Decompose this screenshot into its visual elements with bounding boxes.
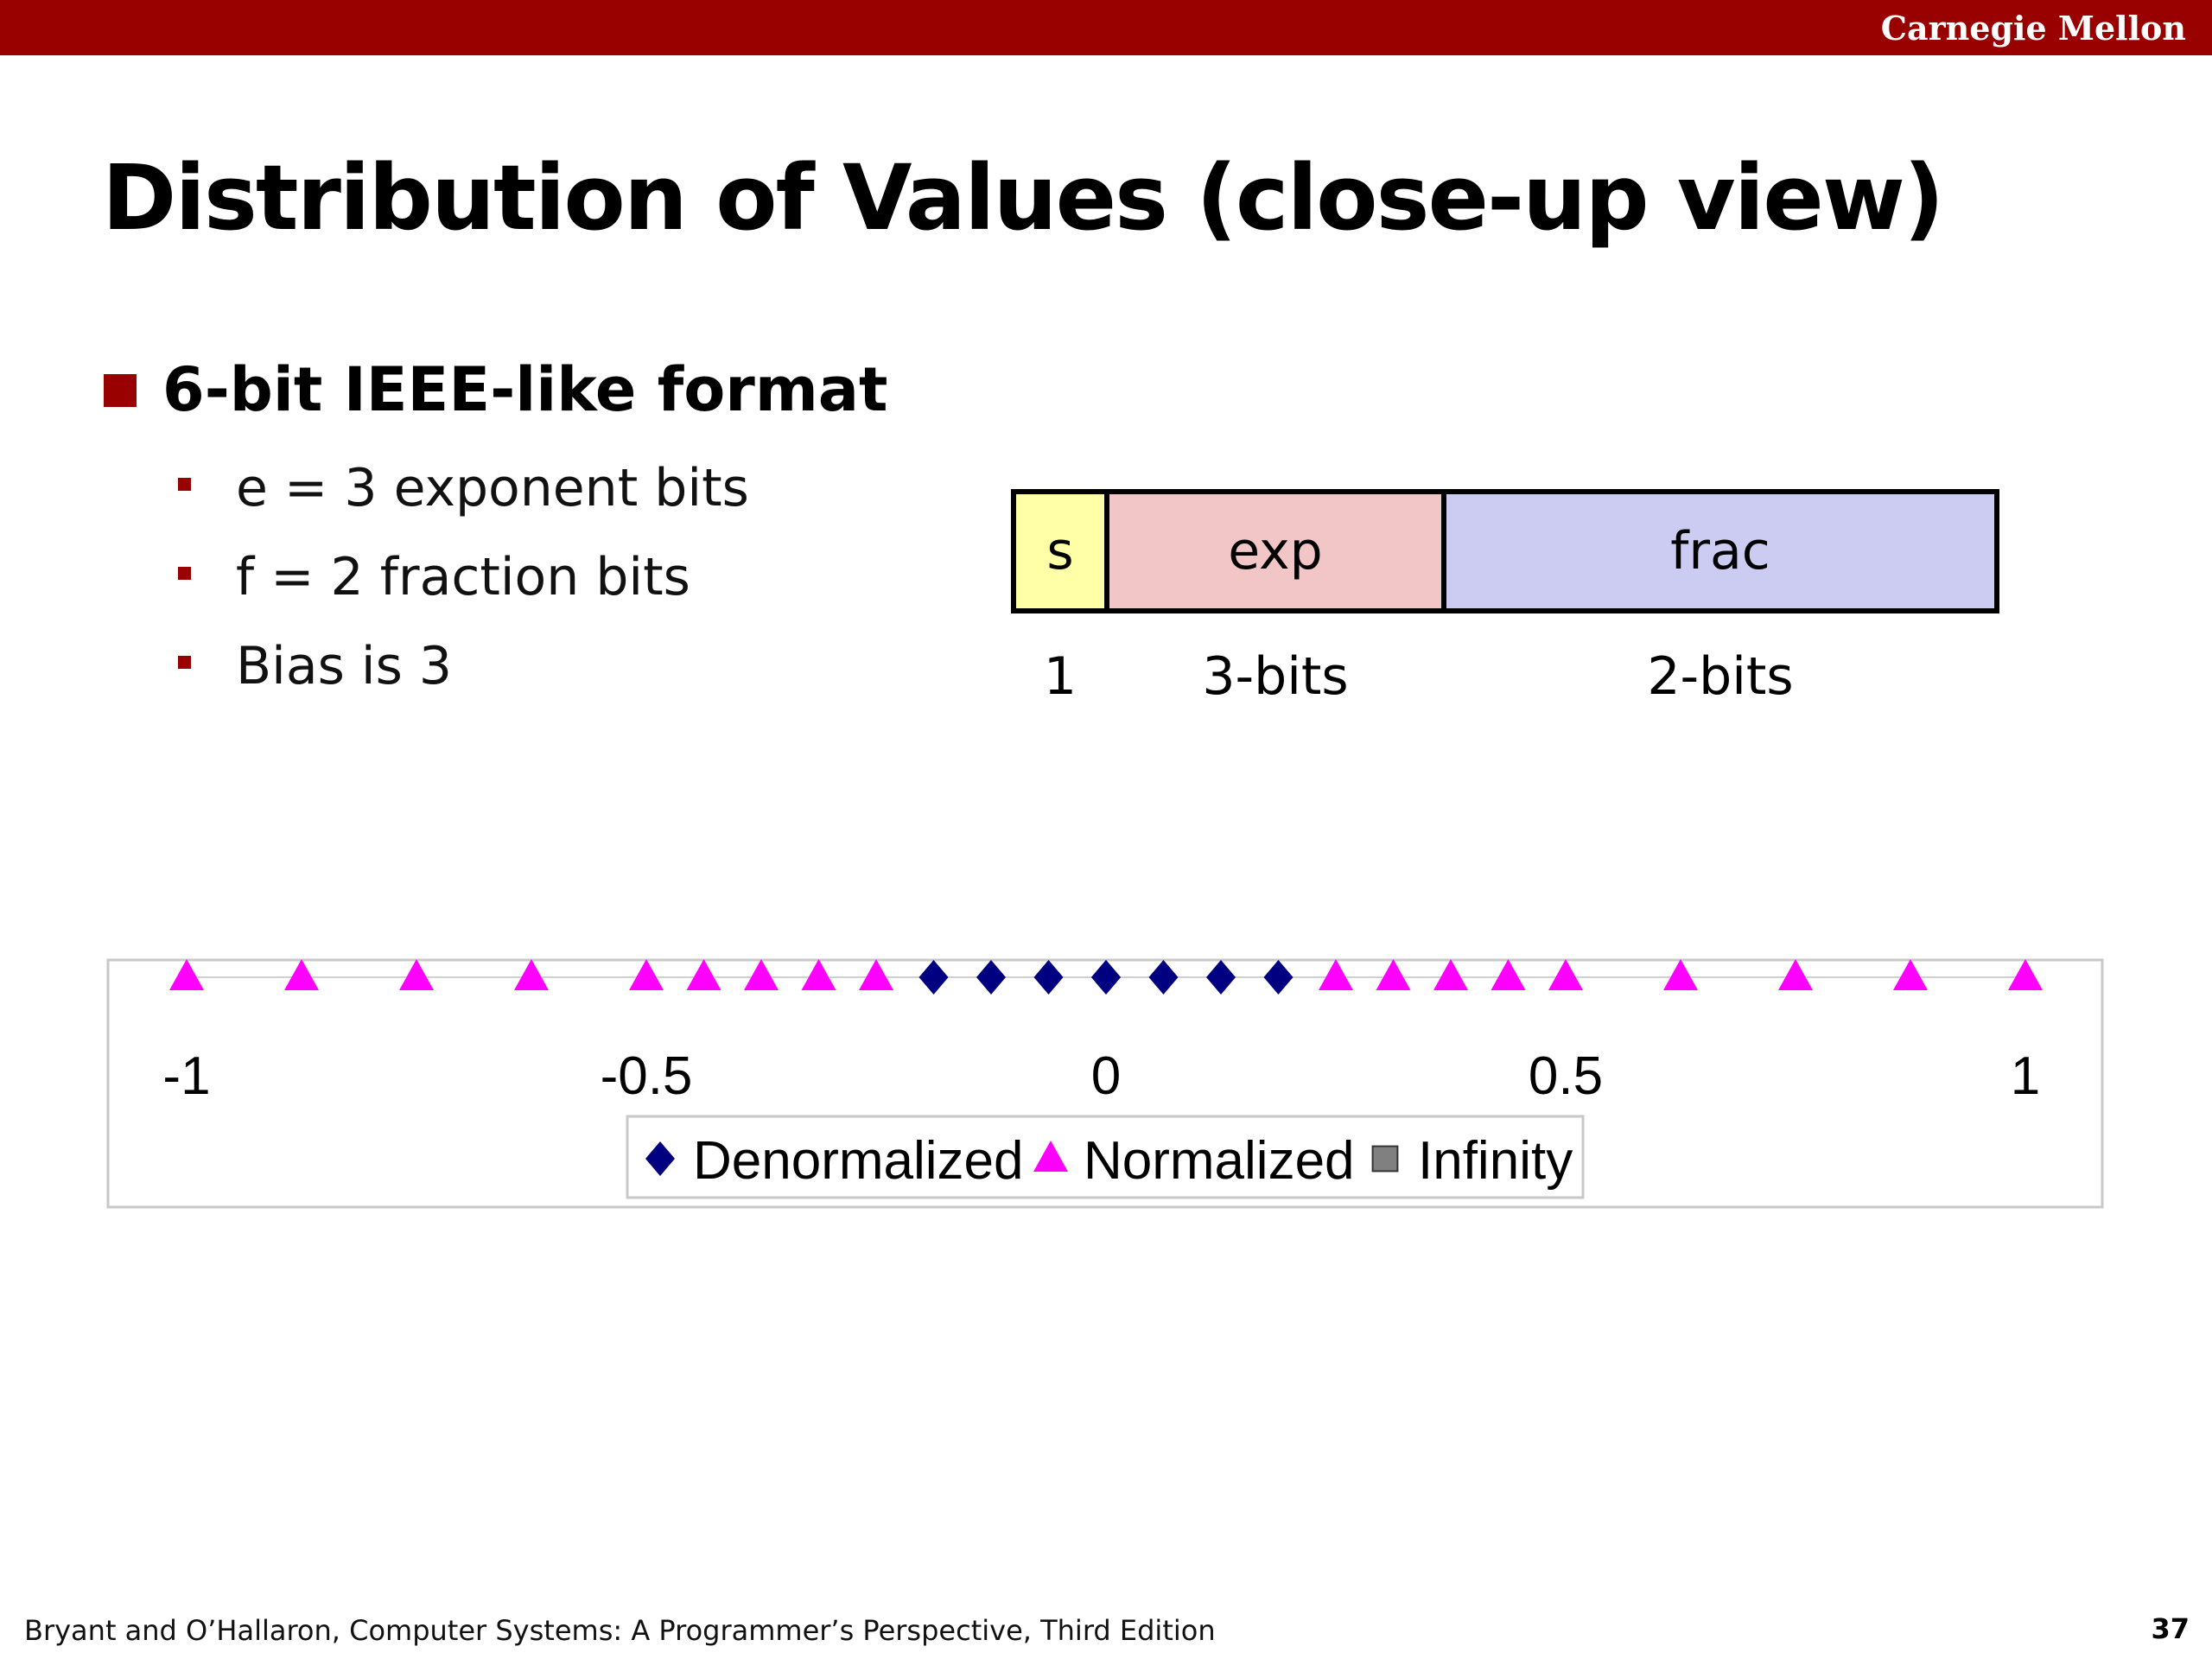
x-tick-label: -1: [162, 1046, 210, 1106]
x-tick-label: 1: [2011, 1046, 2040, 1106]
subbullet-fraction: f = 2 fraction bits: [178, 547, 690, 607]
normalized-point: [1491, 959, 1526, 990]
denormalized-point: [918, 960, 949, 995]
normalized-point: [1548, 959, 1583, 990]
subbullet-square-icon: [178, 566, 191, 580]
normalized-point: [629, 959, 664, 990]
normalized-point: [169, 959, 204, 990]
field-sign-label: s: [1046, 521, 1074, 582]
normalized-point: [686, 959, 721, 990]
slide-title: Distribution of Values (close-up view): [102, 145, 1944, 251]
normalized-point: [2008, 959, 2043, 990]
legend-normalized-label: Normalized: [1084, 1131, 1355, 1191]
normalized-point: [801, 959, 836, 990]
denormalized-point: [1206, 960, 1236, 995]
legend-normalized-icon: [1033, 1141, 1068, 1172]
normalized-point: [514, 959, 549, 990]
brand-logo: Carnegie Mellon: [1880, 9, 2186, 48]
field-sign-bits: 1: [1043, 646, 1077, 707]
normalized-point: [1663, 959, 1698, 990]
bullet-main: 6-bit IEEE-like format: [104, 354, 887, 425]
field-exp-label: exp: [1228, 521, 1323, 582]
footer-citation: Bryant and O’Hallaron, Computer Systems:…: [24, 1614, 1216, 1647]
x-tick-label: 0: [1091, 1046, 1121, 1106]
normalized-point: [1319, 959, 1353, 990]
denormalized-point: [1263, 960, 1294, 995]
normalized-point: [859, 959, 893, 990]
bullet-main-text: 6-bit IEEE-like format: [162, 354, 888, 425]
legend-infinity-icon: [1371, 1145, 1399, 1173]
field-frac-label: frac: [1670, 521, 1770, 582]
subbullet-square-icon: [178, 655, 191, 669]
subbullet-square-icon: [178, 477, 191, 491]
normalized-point: [1433, 959, 1468, 990]
legend-denormalized-label: Denormalized: [693, 1131, 1024, 1191]
subbullet-exponent: e = 3 exponent bits: [178, 458, 749, 518]
normalized-point: [1893, 959, 1928, 990]
normalized-point: [744, 959, 779, 990]
page-number: 37: [2151, 1612, 2190, 1645]
normalized-point: [284, 959, 319, 990]
denormalized-point: [1091, 960, 1121, 995]
bullet-square-icon: [104, 373, 137, 407]
x-tick-label: -0.5: [601, 1046, 693, 1106]
field-frac-bits: 2-bits: [1647, 646, 1794, 707]
legend-infinity-label: Infinity: [1418, 1131, 1573, 1191]
legend-denormalized-icon: [645, 1141, 675, 1176]
normalized-point: [1376, 959, 1411, 990]
denormalized-point: [1033, 960, 1064, 995]
field-exp-bits: 3-bits: [1202, 646, 1349, 707]
normalized-point: [1778, 959, 1813, 990]
x-tick-label: 0.5: [1529, 1046, 1603, 1106]
subbullet-bias: Bias is 3: [178, 636, 452, 696]
normalized-point: [399, 959, 434, 990]
subbullet-text: e = 3 exponent bits: [236, 458, 749, 518]
subbullet-text: Bias is 3: [236, 636, 453, 696]
denormalized-point: [976, 960, 1006, 995]
denormalized-point: [1148, 960, 1179, 995]
field-frac: frac: [1441, 489, 1999, 613]
header-bar: Carnegie Mellon: [0, 0, 2212, 55]
legend-box: [626, 1115, 1585, 1199]
subbullet-text: f = 2 fraction bits: [236, 547, 690, 607]
field-exp: exp: [1104, 489, 1446, 613]
